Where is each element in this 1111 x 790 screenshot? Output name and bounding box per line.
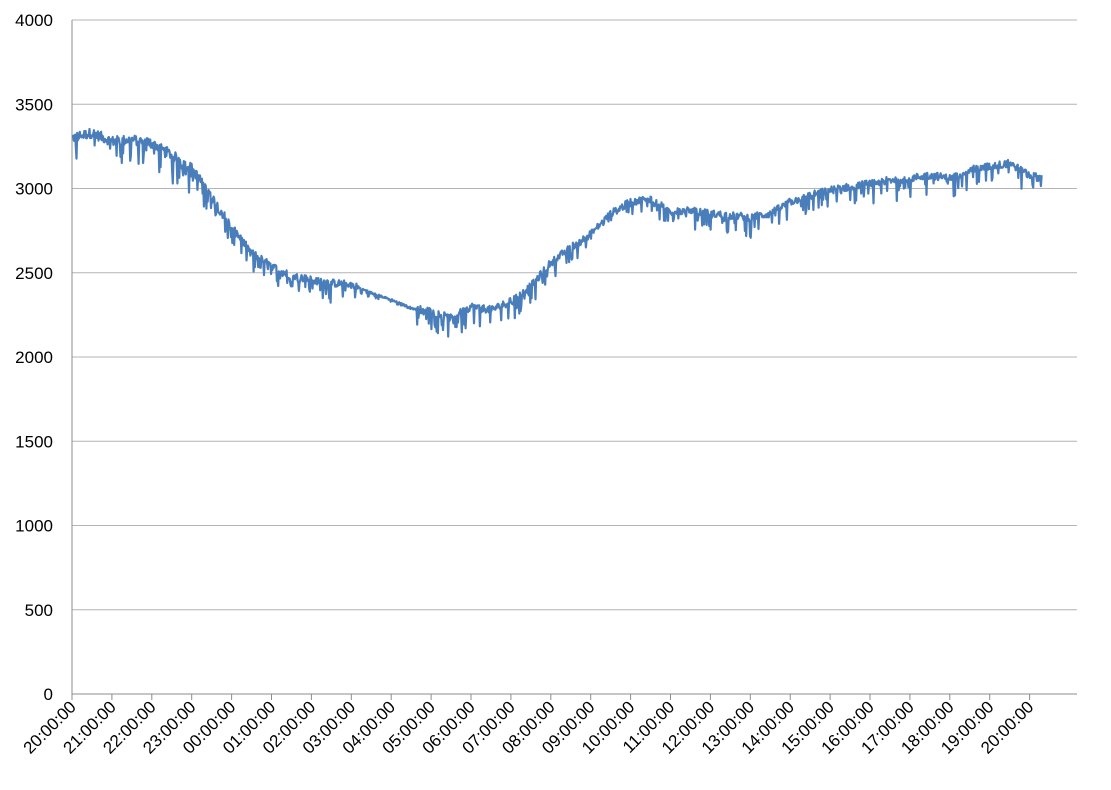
series-lines [71, 127, 1043, 338]
y-tick-label: 0 [44, 685, 53, 704]
y-tick-label: 500 [25, 601, 53, 620]
y-tick-label: 1500 [15, 432, 53, 451]
gridlines [72, 19, 1077, 611]
y-tick-label: 2000 [15, 348, 53, 367]
x-axis: 20:00:0021:00:0022:00:0023:00:0000:00:00… [20, 20, 1077, 758]
y-tick-label: 4000 [15, 11, 53, 30]
y-tick-label: 3500 [15, 95, 53, 114]
y-tick-label: 1000 [15, 517, 53, 536]
y-axis-ticks: 0 500 1000 1500 2000 2500 3000 3500 4000 [15, 11, 53, 704]
y-tick-label: 3000 [15, 180, 53, 199]
series-line-0 [71, 127, 1043, 338]
y-tick-label: 2500 [15, 264, 53, 283]
